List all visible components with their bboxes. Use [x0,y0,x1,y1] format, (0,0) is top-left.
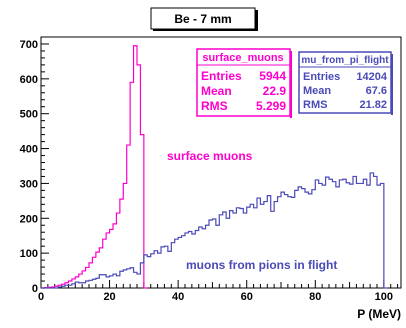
axes-ticks: 0 100 200 300 400 500 600 700 0 20 40 60 80 100 [20,39,399,303]
y-tick-label: 500 [20,109,38,121]
stats-surface-name: surface_muons [202,52,283,64]
y-tick-label: 200 [20,213,38,225]
y-tick-label: 100 [20,248,38,260]
series-0-histogram-line [41,45,148,289]
x-tick-label: 0 [38,291,44,303]
stats-pi-mean-label: Mean [303,85,331,97]
stats-pi-name: mu_from_pi_flight [301,55,389,66]
title-box-shadow-bottom [153,29,258,31]
annotation-muons-from-pions: muons from pions in flight [186,258,337,272]
stats-surface-mean-value: 22.9 [263,84,287,98]
stats-pi-entries-value: 14204 [356,71,387,83]
y-tick-label: 600 [20,74,38,86]
x-tick-label: 60 [241,291,253,303]
stats-surface-entries-value: 5944 [259,69,286,83]
stats-box-mu-from-pi-flight: mu_from_pi_flight Entries 14204 Mean 67.… [298,51,393,115]
stats-pi-rms-label: RMS [303,99,327,111]
y-tick-label: 300 [20,178,38,190]
x-tick-label: 100 [375,291,393,303]
y-tick-label: 400 [20,144,38,156]
stats-box-surface-muons: surface_muons Entries 5944 Mean 22.9 RMS… [196,48,292,118]
x-axis-label: P (MeV) [357,307,401,321]
series-1-histogram-line [41,172,388,289]
stats-surface-mean-label: Mean [201,84,232,98]
stats-box-pi-frame [298,51,392,114]
stats-pi-rms-value: 21.82 [359,99,387,111]
x-tick-label: 20 [103,291,115,303]
stats-pi-entries-label: Entries [303,71,340,83]
stats-surface-entries-label: Entries [201,69,242,83]
stats-box-surface-shadow [290,51,292,118]
series-group [41,45,388,289]
stats-box-pi-shadow [391,54,393,115]
x-tick-label: 80 [309,291,321,303]
chart-title: Be - 7 mm [174,12,231,26]
y-tick-label: 700 [20,39,38,51]
stats-surface-rms-label: RMS [201,99,228,113]
y-tick-label: 0 [32,283,38,295]
x-tick-label: 40 [172,291,184,303]
stats-surface-rms-value: 5.299 [256,99,286,113]
title-box-shadow [255,10,258,31]
stats-pi-mean-value: 67.6 [366,85,387,97]
annotation-surface-muons: surface muons [167,149,253,163]
